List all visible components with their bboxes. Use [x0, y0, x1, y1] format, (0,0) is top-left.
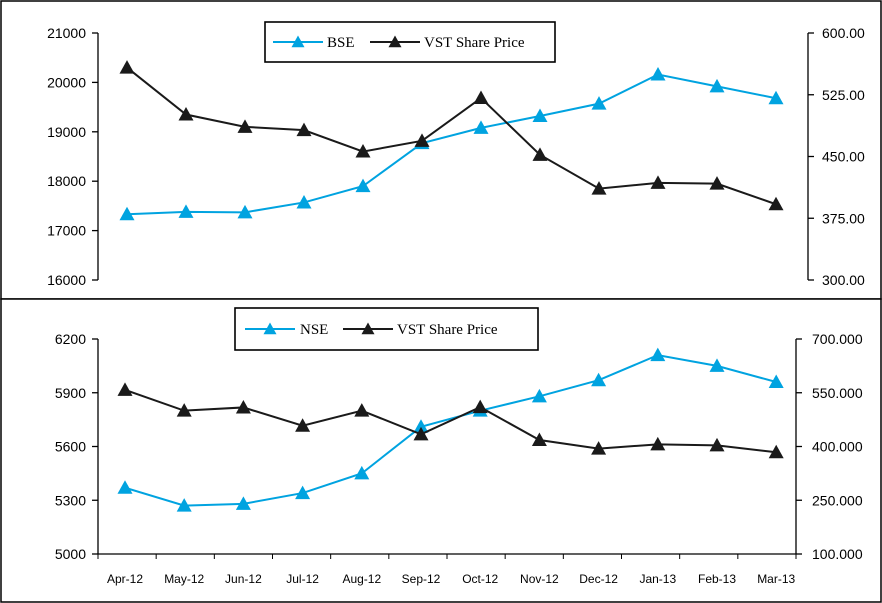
bse-line [126, 73, 777, 216]
vst-share-price-point [472, 399, 488, 414]
legend: BSE VST Share Price [264, 21, 556, 63]
legend-swatch-marker [388, 35, 402, 48]
vst-share-price-point [237, 119, 253, 133]
left-y-tick-label: 21000 [47, 25, 86, 41]
legend-swatch-marker [291, 35, 305, 48]
right-y-tick-label: 525.00 [822, 87, 865, 103]
vst-share-price-line [126, 66, 777, 206]
vst-share-price-point [591, 441, 607, 455]
bse-point [709, 78, 725, 93]
right-y-tick-label: 400.000 [812, 439, 863, 455]
vst-share-price-point [768, 196, 784, 211]
legend-label: VST Share Price [424, 35, 525, 51]
x-tick-label: Feb-13 [698, 572, 736, 586]
vst-share-price-point [119, 60, 135, 74]
right-y-tick-label: 450.00 [822, 149, 865, 165]
vst-share-price-point [532, 147, 548, 161]
right-y-tick-label: 100.000 [812, 546, 863, 562]
left-y-tick-label: 6200 [55, 331, 86, 347]
bse-point [237, 204, 253, 219]
nse-point [176, 498, 192, 512]
x-tick-label: Sep-12 [402, 572, 441, 586]
legend-label: BSE [327, 35, 355, 51]
nse-point [768, 374, 784, 388]
left-y-tick-label: 5600 [55, 439, 86, 455]
bse-point [768, 90, 784, 105]
nse-point [117, 480, 133, 494]
nse-point [591, 372, 607, 387]
bse-point [296, 194, 312, 209]
bse-point [473, 120, 489, 134]
nse-point [235, 496, 251, 510]
left-y-tick-label: 17000 [47, 223, 86, 239]
bse-vst-chart: 16000 17000 18000 19000 20000 21000 300.00 375.… [47, 21, 865, 288]
right-y-tick-label: 600.00 [822, 25, 865, 41]
right-y-tick-label: 550.000 [812, 385, 863, 401]
x-tick-label: Nov-12 [520, 572, 559, 586]
nse-point [650, 347, 666, 362]
x-tick-label: Apr-12 [107, 572, 143, 586]
right-y-tick-label: 300.00 [822, 272, 865, 288]
vst-share-price-line [124, 388, 777, 454]
vst-share-price-point [709, 176, 725, 190]
vst-share-price-point [176, 403, 192, 417]
vst-share-price-point [235, 399, 251, 414]
vst-share-price-point [473, 90, 489, 105]
x-tick-label: Aug-12 [342, 572, 381, 586]
vst-share-price-point [296, 122, 312, 137]
nse-vst-chart: 5000 5300 5600 5900 6200 100.000 250.000 400.00… [55, 307, 863, 586]
vst-share-price-point [414, 133, 430, 147]
vst-share-price-point [591, 181, 607, 195]
vst-share-price-point [650, 436, 666, 451]
vst-share-price-point [354, 403, 370, 417]
nse-point [709, 358, 725, 372]
bse-point [355, 178, 371, 193]
x-tick-label: Dec-12 [579, 572, 618, 586]
left-y-tick-label: 19000 [47, 124, 86, 140]
x-tick-label: Jul-12 [286, 572, 319, 586]
nse-line [124, 354, 777, 507]
nse-point [531, 388, 547, 403]
left-y-tick-label: 16000 [47, 272, 86, 288]
legend-label: VST Share Price [397, 322, 498, 338]
x-tick-label: Mar-13 [757, 572, 795, 586]
left-y-tick-label: 5900 [55, 385, 86, 401]
left-y-tick-label: 5000 [55, 546, 86, 562]
vst-share-price-point [355, 144, 371, 158]
right-y-tick-label: 700.000 [812, 331, 863, 347]
x-tick-label: Jun-12 [225, 572, 262, 586]
vst-share-price-point [709, 437, 725, 452]
nse-point [295, 485, 311, 500]
vst-share-price-point [178, 107, 194, 121]
vst-share-price-point [117, 382, 133, 396]
left-y-tick-label: 5300 [55, 492, 86, 508]
vst-share-price-point [650, 175, 666, 189]
bse-point [650, 66, 666, 81]
vst-share-price-point [295, 418, 311, 432]
x-tick-label: Jan-13 [639, 572, 676, 586]
nse-point [413, 419, 429, 433]
right-y-tick-label: 375.00 [822, 210, 865, 226]
nse-point [354, 465, 370, 480]
legend-label: NSE [300, 322, 328, 338]
legend-swatch-marker [361, 322, 375, 335]
vst-share-price-point [413, 426, 429, 441]
bse-point [119, 206, 135, 221]
bse-point [591, 96, 607, 110]
bse-point [532, 108, 548, 122]
vst-share-price-point [768, 444, 784, 459]
bse-point [178, 204, 194, 218]
x-tick-label: May-12 [164, 572, 204, 586]
legend-swatch-marker [263, 322, 277, 335]
vst-share-price-point [531, 432, 547, 447]
left-y-tick-label: 18000 [47, 173, 86, 189]
x-tick-label: Oct-12 [462, 572, 498, 586]
right-y-tick-label: 250.000 [812, 492, 863, 508]
legend: NSE VST Share Price [234, 307, 539, 351]
left-y-tick-label: 20000 [47, 74, 86, 90]
